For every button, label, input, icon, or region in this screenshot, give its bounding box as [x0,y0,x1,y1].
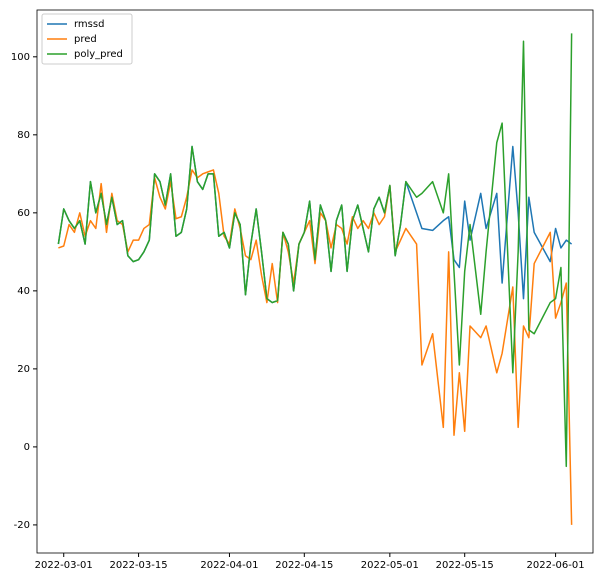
y-tick-label: 80 [17,130,30,141]
x-tick-label: 2022-03-01 [35,560,93,571]
plot-area [57,33,573,525]
legend-label: pred [74,34,97,45]
series-line [57,33,573,468]
x-tick-label: 2022-06-01 [527,560,585,571]
y-tick-label: 20 [17,364,30,375]
y-tick-label: 60 [17,208,30,219]
plot-frame [36,9,594,554]
x-tick-label: 2022-04-01 [200,560,258,571]
y-tick-label: 100 [11,52,30,63]
legend: rmssd pred poly_pred [41,13,133,65]
x-tick-label: 2022-03-15 [110,560,168,571]
x-tick-label: 2022-05-01 [361,560,419,571]
x-tick-label: 2022-04-15 [275,560,333,571]
legend-label: rmssd [74,19,104,30]
series-line [58,169,573,525]
legend-label: poly_pred [74,49,123,60]
y-tick-label: 40 [17,286,30,297]
legend-box [41,13,133,65]
y-tick-label: 0 [24,442,30,453]
y-tick-label: -20 [14,520,30,531]
x-tick-label: 2022-05-15 [436,560,494,571]
